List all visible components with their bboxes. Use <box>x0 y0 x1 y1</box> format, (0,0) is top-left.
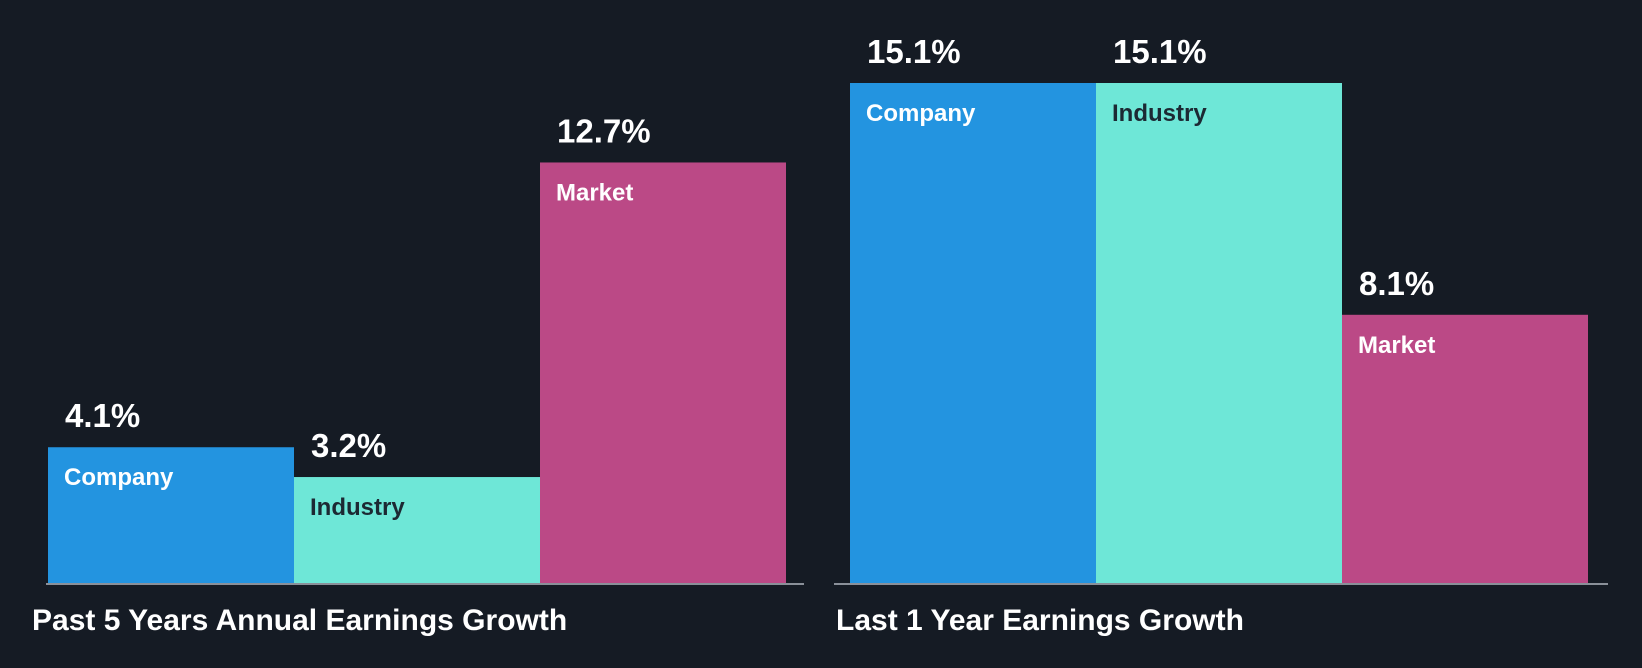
bar-industry-last-1-year <box>1096 83 1342 583</box>
category-label-market-past-5-years: Market <box>556 179 633 206</box>
bar-industry-past-5-years <box>294 477 540 583</box>
category-label-market-last-1-year: Market <box>1358 332 1435 359</box>
category-label-company-last-1-year: Company <box>866 100 976 127</box>
chart-title-last-1-year: Last 1 Year Earnings Growth <box>836 604 1244 637</box>
bar-market-past-5-years <box>540 162 786 583</box>
value-label-market-past-5-years: 12.7% <box>557 112 651 149</box>
bar-company-past-5-years <box>48 447 294 583</box>
category-label-industry-past-5-years: Industry <box>310 494 405 521</box>
value-label-market-last-1-year: 8.1% <box>1359 265 1434 302</box>
category-label-industry-last-1-year: Industry <box>1112 100 1207 127</box>
value-label-company-last-1-year: 15.1% <box>867 33 961 70</box>
category-label-company-past-5-years: Company <box>64 464 174 491</box>
bar-company-last-1-year <box>850 83 1096 583</box>
chart-last-1-year: 15.1% Company 15.1% Industry 8.1% Market <box>834 33 1608 585</box>
chart-past-5-years: 4.1% Company 3.2% Industry 12.7% Market <box>46 112 804 585</box>
bar-market-last-1-year <box>1342 314 1588 583</box>
chart-title-past-5-years: Past 5 Years Annual Earnings Growth <box>32 604 568 637</box>
value-label-industry-past-5-years: 3.2% <box>311 427 386 464</box>
value-label-company-past-5-years: 4.1% <box>65 397 140 434</box>
value-label-industry-last-1-year: 15.1% <box>1113 33 1207 70</box>
